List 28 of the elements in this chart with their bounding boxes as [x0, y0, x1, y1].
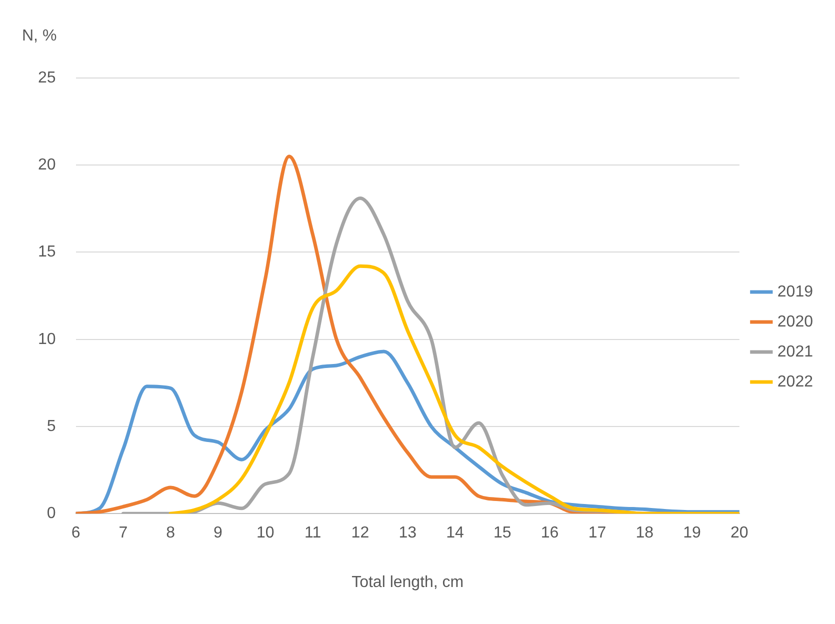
x-tick-label: 7: [118, 524, 128, 542]
x-tick-label: 6: [71, 524, 80, 542]
legend-label: 2022: [777, 373, 814, 390]
x-tick-label: 17: [588, 524, 606, 542]
y-tick-label: 15: [38, 244, 56, 261]
x-tick-label: 20: [730, 524, 748, 542]
x-tick-label: 11: [304, 524, 322, 542]
y-tick-label: 20: [38, 156, 56, 174]
x-tick-label: 12: [351, 524, 370, 542]
y-tick-label: 0: [46, 505, 56, 522]
y-tick-label: 25: [38, 69, 56, 86]
legend-label: 2020: [777, 313, 814, 330]
legend-label: 2019: [777, 283, 814, 300]
line-series: [168, 264, 740, 514]
x-tick-label: 8: [166, 524, 176, 542]
x-tick-label: 16: [540, 524, 559, 542]
y-tick-label: 5: [46, 418, 56, 435]
x-tick-label: 10: [256, 524, 274, 542]
x-tick-label: 19: [683, 524, 702, 542]
x-tick-label: 15: [494, 524, 512, 542]
y-axis-title: N, %: [22, 27, 57, 44]
y-tick-label: 10: [38, 330, 56, 348]
x-tick-label: 13: [398, 524, 417, 542]
x-axis-title: Total length, cm: [352, 574, 464, 591]
legend-label: 2021: [777, 343, 814, 360]
x-tick-label: 14: [446, 524, 464, 542]
x-tick-label: 18: [636, 524, 654, 542]
x-tick-label: 9: [214, 524, 223, 542]
